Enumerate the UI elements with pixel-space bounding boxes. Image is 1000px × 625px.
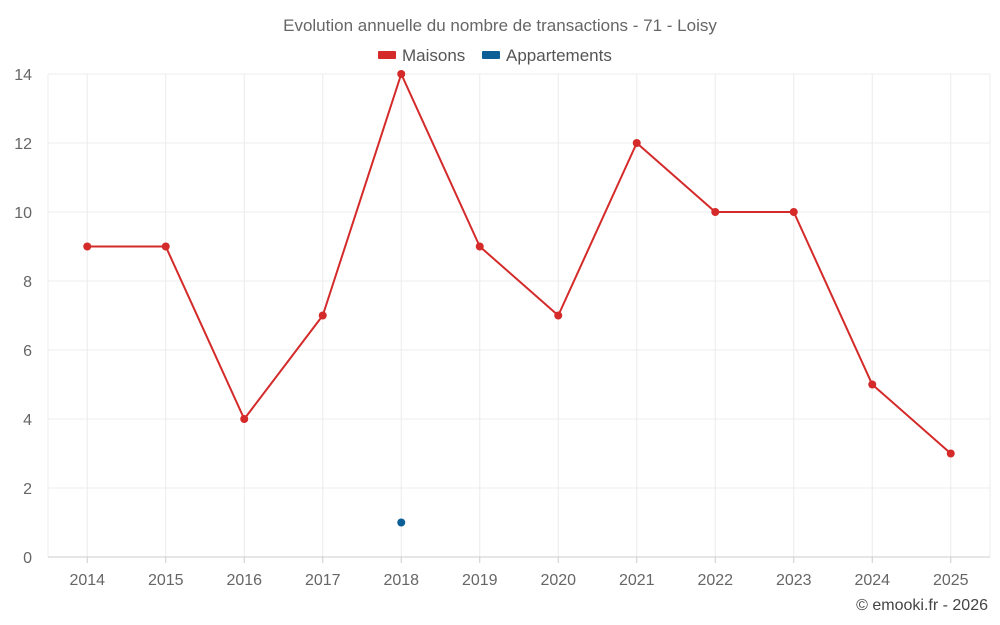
x-tick-label-2024: 2024	[854, 572, 890, 589]
point-maisons-2020[interactable]	[554, 311, 563, 320]
legend: Maisons Appartements	[378, 46, 612, 65]
x-tick-label-2023: 2023	[776, 572, 812, 589]
point-maisons-2016[interactable]	[240, 415, 249, 423]
legend-label-maisons: Maisons	[402, 46, 465, 65]
x-tick-label-2017: 2017	[305, 572, 341, 589]
y-tick-label-14: 14	[14, 67, 32, 84]
legend-swatch-maisons	[378, 51, 396, 59]
y-tick-label-6: 6	[23, 343, 32, 360]
x-tick-label-2021: 2021	[619, 572, 655, 589]
grid	[47, 73, 991, 557]
legend-item-appartements[interactable]: Appartements	[482, 46, 612, 65]
x-tick-label-2014: 2014	[69, 572, 105, 589]
y-tick-label-12: 12	[14, 136, 32, 153]
legend-item-maisons[interactable]: Maisons	[378, 46, 465, 65]
x-tick-label-2015: 2015	[148, 572, 184, 589]
x-tick-label-2020: 2020	[540, 572, 576, 589]
y-tick-label-10: 10	[14, 205, 32, 222]
y-tick-label-2: 2	[23, 481, 32, 498]
legend-swatch-appartements	[482, 51, 500, 59]
point-maisons-2021[interactable]	[632, 139, 641, 147]
y-axis: 0 2 4 6 8 10 12 14	[14, 67, 32, 567]
point-maisons-2017[interactable]	[318, 311, 327, 320]
point-maisons-2023[interactable]	[789, 208, 798, 216]
point-maisons-2025[interactable]	[946, 449, 955, 458]
point-maisons-2022[interactable]	[711, 208, 720, 216]
x-tick-label-2018: 2018	[383, 572, 419, 589]
point-appartements-2018[interactable]	[397, 518, 406, 527]
x-tick-label-2019: 2019	[462, 572, 498, 589]
x-tick-label-2016: 2016	[226, 572, 262, 589]
chart-title: Evolution annuelle du nombre de transact…	[283, 16, 717, 35]
series-appartements	[397, 518, 406, 527]
point-maisons-2015[interactable]	[161, 242, 170, 251]
x-tick-label-2022: 2022	[697, 572, 733, 589]
y-tick-label-8: 8	[23, 274, 32, 291]
series-line-maisons	[87, 73, 952, 455]
y-tick-label-0: 0	[23, 550, 32, 567]
x-tick-label-2025: 2025	[933, 572, 969, 589]
point-maisons-2014[interactable]	[83, 242, 92, 251]
y-tick-label-4: 4	[23, 412, 32, 429]
point-maisons-2024[interactable]	[868, 380, 877, 389]
point-maisons-2019[interactable]	[475, 242, 484, 251]
credit-text: © emooki.fr - 2026	[856, 597, 988, 614]
series-maisons	[83, 70, 955, 458]
x-axis: 2014 2015 2016 2017 2018 2019 2020 2021 2022 2023…	[48, 556, 990, 589]
series	[83, 70, 955, 527]
legend-label-appartements: Appartements	[506, 46, 612, 65]
point-maisons-2018[interactable]	[397, 70, 406, 78]
